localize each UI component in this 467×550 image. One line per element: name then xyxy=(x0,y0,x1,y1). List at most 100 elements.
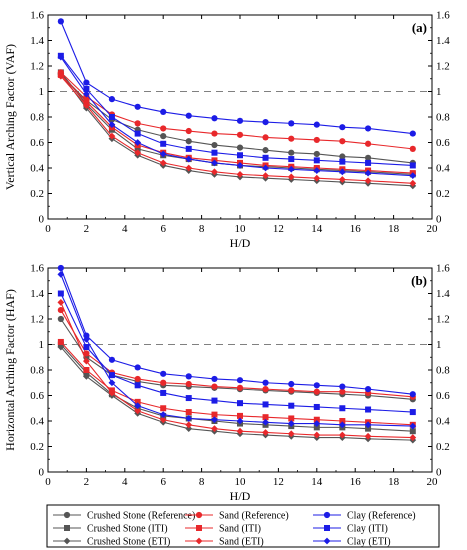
data-point xyxy=(339,158,346,165)
y-tick-label-right: 1.6 xyxy=(436,10,450,22)
y-tick-label: 1.2 xyxy=(30,61,44,73)
data-point xyxy=(236,144,244,151)
legend-item: Clay (ETI) xyxy=(313,537,391,548)
series-line xyxy=(60,346,413,441)
x-tick-label: 4 xyxy=(122,476,128,488)
data-point xyxy=(185,409,192,416)
y-tick-label-right: 1 xyxy=(436,86,442,98)
data-point xyxy=(134,402,142,410)
data-point xyxy=(262,386,269,393)
data-point xyxy=(365,159,372,166)
data-point xyxy=(211,149,218,156)
y-tick-label-right: 0.4 xyxy=(436,416,450,428)
series-clay-eti xyxy=(57,270,417,430)
data-point xyxy=(160,133,167,140)
data-point xyxy=(211,416,218,424)
data-point xyxy=(287,165,295,173)
series-sand-eti xyxy=(57,72,417,187)
data-point xyxy=(57,264,64,272)
data-point xyxy=(313,136,320,144)
y-tick-label: 0.2 xyxy=(30,441,44,453)
data-point xyxy=(134,145,141,152)
legend-marker xyxy=(195,537,203,545)
data-point xyxy=(134,382,141,389)
data-point xyxy=(313,416,320,423)
x-tick-label: 6 xyxy=(160,223,166,235)
data-point xyxy=(236,417,244,425)
legend-box xyxy=(46,504,440,548)
data-point xyxy=(313,157,320,164)
y-tick-label-right: 0.6 xyxy=(436,390,450,402)
data-point xyxy=(262,154,269,161)
x-tick-label: 2 xyxy=(84,223,90,235)
series-line xyxy=(60,21,413,135)
data-point xyxy=(288,120,295,127)
y-tick-label-right: 0.4 xyxy=(436,163,450,175)
data-point xyxy=(57,53,65,61)
data-point xyxy=(338,421,346,429)
legend-item: Sand (ITI) xyxy=(185,524,261,535)
data-point xyxy=(409,162,416,169)
data-point xyxy=(211,375,218,383)
data-point xyxy=(185,164,193,172)
data-point xyxy=(236,117,244,124)
data-point xyxy=(185,127,192,135)
y-tick-label-right: 1.2 xyxy=(436,314,450,326)
panel-label: (b) xyxy=(411,273,427,288)
data-point xyxy=(409,409,416,416)
data-point xyxy=(108,132,116,140)
data-point xyxy=(287,173,295,181)
legend-item: Crushed Stone (Reference) xyxy=(53,511,195,522)
data-point xyxy=(409,428,416,435)
data-point xyxy=(108,379,116,387)
legend-item: Crushed Stone (ITI) xyxy=(53,524,168,535)
series-line xyxy=(60,318,413,400)
data-point xyxy=(237,400,243,407)
series-line xyxy=(60,267,413,395)
y-axis-label: Horizontal Arching Factor (HAF) xyxy=(3,289,17,451)
data-point xyxy=(339,124,346,131)
data-point xyxy=(288,402,295,409)
data-point xyxy=(262,134,269,141)
data-point xyxy=(364,140,372,147)
data-point xyxy=(287,430,295,438)
data-point xyxy=(83,102,90,109)
legend-marker xyxy=(195,511,203,519)
data-point xyxy=(108,114,115,120)
data-point xyxy=(134,120,141,127)
legend-label: Sand (ETI) xyxy=(219,537,264,548)
legend-label: Clay (ITI) xyxy=(347,524,388,535)
data-point xyxy=(211,168,218,176)
data-point xyxy=(108,121,116,129)
data-point xyxy=(364,432,372,440)
x-tick-label: 10 xyxy=(235,476,247,488)
data-point xyxy=(159,159,167,167)
series-line xyxy=(60,341,413,426)
data-point xyxy=(160,108,167,115)
data-point xyxy=(159,411,167,419)
data-point xyxy=(83,357,90,365)
x-tick-label: 14 xyxy=(311,223,323,235)
data-point xyxy=(211,141,218,149)
data-point xyxy=(185,373,192,380)
data-point xyxy=(339,138,346,145)
data-point xyxy=(134,130,141,137)
legend: Crushed Stone (Reference) Crushed Stone (… xyxy=(46,504,440,548)
legend-label: Crushed Stone (ITI) xyxy=(87,524,168,535)
y-tick-label: 1.4 xyxy=(30,35,44,47)
data-point xyxy=(288,415,295,422)
y-tick-label: 1 xyxy=(39,86,45,98)
data-point xyxy=(57,343,65,351)
y-tick-label-right: 1.6 xyxy=(436,263,450,275)
data-point xyxy=(185,415,193,422)
data-point xyxy=(262,401,269,408)
y-tick-label-right: 1.4 xyxy=(436,35,450,47)
x-tick-label: 8 xyxy=(199,476,205,488)
y-tick-label: 1 xyxy=(39,339,45,351)
y-tick-label: 0.4 xyxy=(30,416,44,428)
data-point xyxy=(313,424,320,431)
legend-marker xyxy=(63,511,71,519)
y-tick-label-right: 1.2 xyxy=(436,61,450,73)
y-tick-label: 1.6 xyxy=(30,263,44,275)
data-point xyxy=(185,155,193,163)
